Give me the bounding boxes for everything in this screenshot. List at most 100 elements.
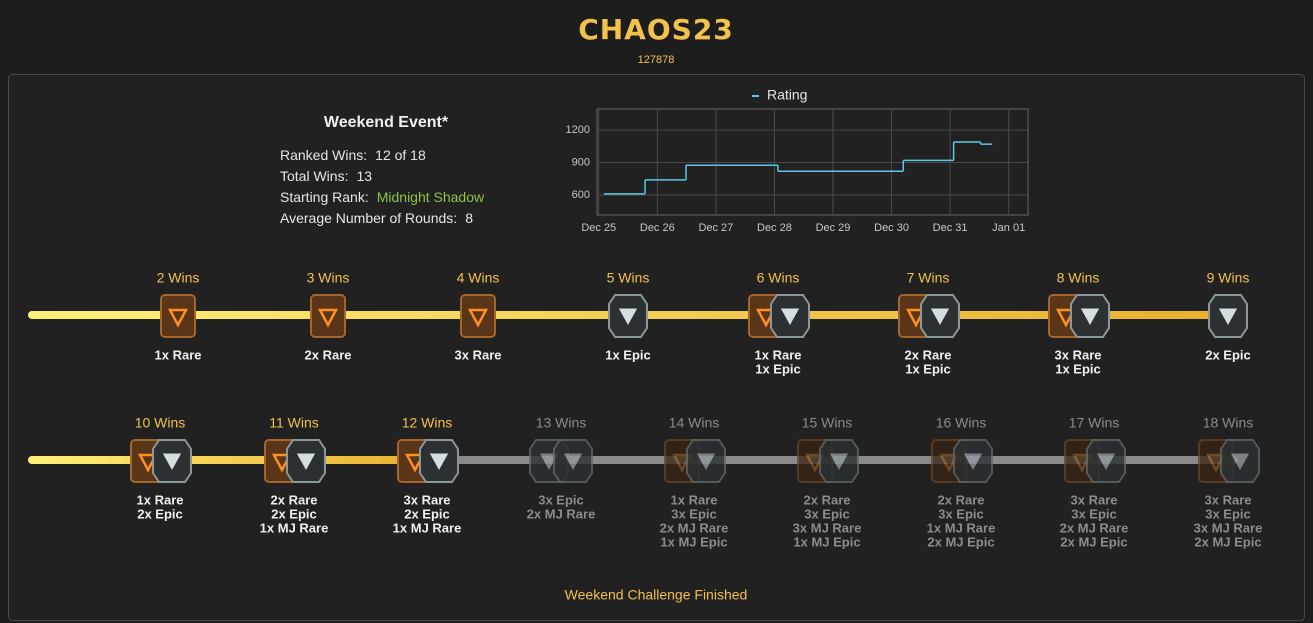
tier-reward: 3x Rare [404,492,451,507]
player-id: 127878 [638,54,675,66]
tier-wins: 14 Wins [669,415,720,431]
tier-reward: 3x Epic [1205,506,1251,521]
stat-value: 8 [465,210,473,226]
chest-emblem [295,452,317,473]
chest-emblem [1095,452,1117,473]
chest-body [160,294,196,338]
tier-reward: 2x Epic [137,506,183,521]
epic-chest [819,439,859,483]
epic-chest [1086,439,1126,483]
rare-chest [460,294,496,338]
tier-reward: 1x Rare [755,347,802,362]
tier-reward: 1x Rare [137,492,184,507]
chest-emblem [161,452,183,473]
y-tick-label: 1200 [566,124,590,136]
tier-wins: 16 Wins [936,415,987,431]
rare-chest [310,294,346,338]
tier-reward: 3x Rare [1071,492,1118,507]
stat-label: Average Number of Rounds: [280,210,457,226]
tier-reward: 2x Rare [905,347,952,362]
plot-area [596,108,1029,216]
tier-reward: 1x Epic [755,361,801,376]
tier-wins: 5 Wins [607,270,650,286]
tier-reward: 2x MJ Epic [1060,534,1127,549]
stat-row: Ranked Wins: 12 of 18 [280,147,426,163]
chest-emblem [779,307,801,328]
tier-wins: 8 Wins [1057,270,1100,286]
chest-emblem [428,452,450,473]
chest-emblem [1229,452,1251,473]
tier-reward: 3x MJ Rare [793,520,862,535]
tier-reward: 1x Epic [605,347,651,362]
stat-row: Average Number of Rounds: 8 [280,210,473,226]
tier-reward: 3x Epic [671,506,717,521]
tier-reward: 1x Rare [671,492,718,507]
epic-chest [152,439,192,483]
epic-chest [1070,294,1110,338]
tier-reward: 2x Epic [271,506,317,521]
epic-chest [953,439,993,483]
stat-label: Starting Rank: [280,189,369,205]
epic-chest [608,294,648,338]
x-tick-label: Dec 25 [581,222,616,234]
tier-reward: 1x Epic [1055,361,1101,376]
tier-reward: 3x Rare [1205,492,1252,507]
stat-value: 12 of 18 [375,147,426,163]
x-tick-label: Dec 31 [933,222,968,234]
tier-reward: 3x Epic [804,506,850,521]
stat-row: Starting Rank: Midnight Shadow [280,189,485,205]
stat-value: 13 [356,168,372,184]
x-tick-label: Jan 01 [992,222,1025,234]
tier-wins: 13 Wins [536,415,587,431]
x-tick-label: Dec 26 [640,222,675,234]
footer: Weekend Challenge Finished [565,587,748,603]
tier-reward: 2x Rare [305,347,352,362]
chest-body [460,294,496,338]
tier-reward: 2x Rare [271,492,318,507]
tier-wins: 10 Wins [135,415,186,431]
tier-reward: 2x MJ Epic [1194,534,1261,549]
x-tick-label: Dec 28 [757,222,792,234]
chest-emblem [695,452,717,473]
chest-body [310,294,346,338]
tier-wins: 4 Wins [457,270,500,286]
legend-label: Rating [767,87,807,103]
chest-emblem [617,307,639,328]
tier-wins: 9 Wins [1207,270,1250,286]
tier-wins: 11 Wins [269,415,319,431]
tier-reward: 3x Epic [938,506,984,521]
tier-reward: 2x Epic [1205,347,1251,362]
player-name: CHAOS23 [578,13,734,46]
stat-label: Total Wins: [280,168,348,184]
tier-wins: 17 Wins [1069,415,1120,431]
tier-reward: 2x MJ Rare [1060,520,1129,535]
tier-reward: 1x Rare [155,347,202,362]
tier-reward: 2x Rare [804,492,851,507]
tier-reward: 2x MJ Rare [527,506,596,521]
stat-label: Ranked Wins: [280,147,367,163]
epic-chest [770,294,810,338]
tier-wins: 18 Wins [1203,415,1254,431]
chest-emblem [317,308,339,328]
tier-wins: 15 Wins [802,415,853,431]
epic-chest [419,439,459,483]
stat-row: Total Wins: 13 [280,168,372,184]
chest-emblem [828,452,850,473]
chest-emblem [467,308,489,328]
y-tick-label: 600 [572,189,590,201]
x-tick-label: Dec 27 [698,222,733,234]
tier-reward: 1x MJ Rare [260,520,329,535]
panel [8,74,1305,621]
epic-chest [286,439,326,483]
tier-reward: 3x Epic [1071,506,1117,521]
tier-reward: 3x Epic [538,492,584,507]
tier-wins: 3 Wins [307,270,350,286]
stat-value: Midnight Shadow [377,189,485,205]
stats-title: Weekend Event* [324,114,449,131]
tier-reward: 2x MJ Epic [927,534,994,549]
y-tick-label: 900 [572,156,590,168]
epic-chest [920,294,960,338]
tier-reward: 1x Epic [905,361,951,376]
tier-wins: 6 Wins [757,270,800,286]
